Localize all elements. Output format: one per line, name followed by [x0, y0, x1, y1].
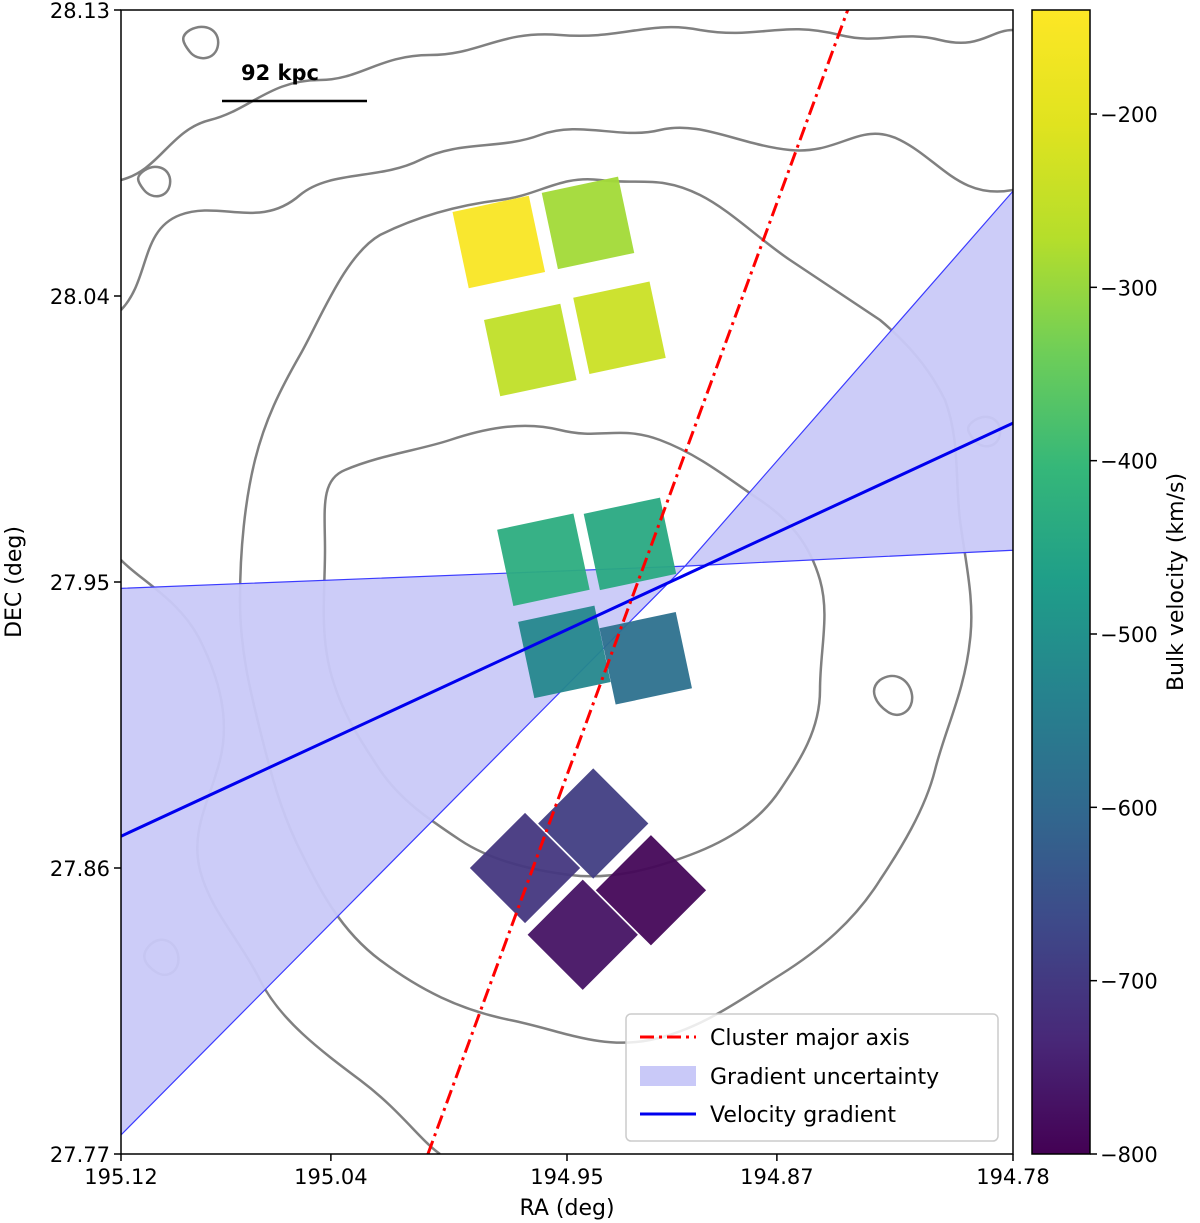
y-tick-label: 28.13 — [50, 0, 110, 23]
velocity-cell-central-3 — [518, 605, 611, 699]
velocity-cell-south-3 — [527, 879, 638, 990]
velocity-cell-south-1 — [469, 812, 581, 924]
colorbar-tick-label: −200 — [1100, 103, 1158, 127]
contour-blob-3 — [182, 25, 220, 60]
x-tick-label: 195.04 — [294, 1165, 367, 1189]
colorbar-tick-label: −400 — [1100, 450, 1158, 474]
colorbar: −200 −300 −400 −500 −600 −700 −800 Bulk veloci… — [1031, 9, 1189, 1167]
velocity-cell-south-2 — [538, 768, 649, 879]
legend-gradient-label: Velocity gradient — [710, 1103, 896, 1128]
y-tick-label: 27.77 — [50, 1143, 110, 1167]
colorbar-label: Bulk velocity (km/s) — [1164, 473, 1189, 691]
legend: Cluster major axis Gradient uncertainty … — [625, 1013, 999, 1142]
legend-uncertainty-swatch — [640, 1066, 696, 1086]
y-axis-ticks: 27.77 27.86 27.95 28.04 28.13 — [50, 0, 121, 1167]
uncertainty-wedge — [121, 190, 1013, 1136]
colorbar-ticks: −200 −300 −400 −500 −600 −700 −800 — [1090, 103, 1158, 1167]
velocity-region-cells — [452, 176, 707, 990]
legend-uncertainty-label: Gradient uncertainty — [710, 1065, 939, 1090]
uncertainty-wedge-east — [683, 190, 1013, 567]
velocity-cell-north-1 — [452, 195, 546, 289]
colorbar-tick-label: −600 — [1100, 796, 1158, 820]
scale-bar: 92 kpc — [222, 61, 367, 103]
contour-blob-1 — [872, 674, 914, 717]
y-tick-label: 27.95 — [50, 571, 110, 595]
velocity-cell-central-4 — [599, 612, 692, 705]
velocity-cell-central-2 — [583, 497, 677, 591]
colorbar-tick-label: −500 — [1100, 623, 1158, 647]
contour-outer-2 — [121, 25, 1013, 182]
velocity-cell-north-2 — [541, 176, 635, 270]
uncertainty-wedge-west — [121, 565, 687, 1136]
y-axis-label: DEC (deg) — [2, 526, 27, 638]
x-axis-label: RA (deg) — [519, 1196, 614, 1221]
colorbar-tick-label: −800 — [1100, 1143, 1158, 1167]
legend-major-axis-label: Cluster major axis — [710, 1026, 910, 1051]
x-tick-label: 195.12 — [84, 1165, 157, 1189]
velocity-cell-central-1 — [497, 513, 590, 607]
velocity-gradient-line — [121, 421, 1013, 838]
x-tick-label: 194.87 — [740, 1165, 813, 1189]
legend-frame — [625, 1013, 999, 1142]
colorbar-gradient — [1031, 9, 1091, 1155]
scale-bar-label: 92 kpc — [241, 61, 319, 85]
velocity-cell-south-4 — [595, 835, 707, 946]
x-tick-label: 194.78 — [976, 1165, 1049, 1189]
velocity-cell-north-4 — [573, 281, 666, 375]
contour-outer — [121, 126, 1013, 311]
x-tick-label: 194.95 — [530, 1165, 603, 1189]
y-tick-label: 28.04 — [50, 285, 110, 309]
colorbar-tick-label: −700 — [1100, 970, 1158, 994]
x-axis-ticks: 195.12 195.04 194.95 194.87 194.78 — [84, 1154, 1050, 1189]
contour-blob-4 — [136, 165, 172, 198]
colorbar-tick-label: −300 — [1100, 276, 1158, 300]
velocity-cell-north-3 — [484, 303, 577, 397]
y-tick-label: 27.86 — [50, 857, 110, 881]
